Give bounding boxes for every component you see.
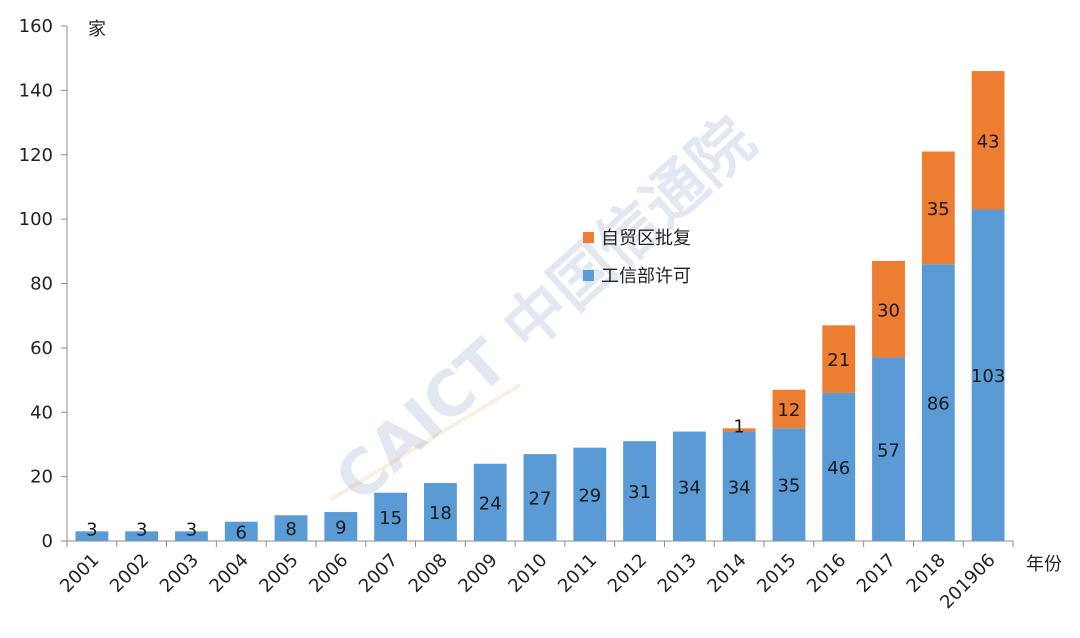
bar-segment-miit	[872, 357, 905, 541]
bar-segment-miit	[971, 209, 1005, 541]
data-label-miit: 46	[827, 458, 850, 479]
x-tick-label: 2010	[504, 550, 551, 597]
y-tick-label: 0	[42, 531, 53, 552]
data-label-miit: 86	[927, 394, 950, 415]
y-tick-label: 100	[19, 209, 53, 230]
bars	[75, 71, 1005, 541]
data-label-ftz: 43	[977, 131, 1000, 152]
bar-segment-miit	[573, 447, 607, 541]
data-labels: 3 3 3 6 8 9 15 18 24 27 29 31 34 34 35 46 57 86 103 1 12 21 30…	[86, 131, 1005, 543]
legend-swatch	[583, 232, 594, 243]
x-tick-label: 201906	[936, 550, 999, 613]
y-tick-label: 20	[30, 467, 53, 488]
data-label-ftz: 21	[827, 350, 850, 371]
legend-label: 自贸区批复	[601, 228, 691, 249]
bar-segment-miit	[623, 441, 657, 541]
data-label-miit: 9	[335, 518, 346, 539]
x-tick-label: 2008	[405, 550, 452, 597]
bar-segment-miit	[822, 392, 856, 541]
data-label-ftz: 12	[777, 400, 800, 421]
bar-segment-ftz	[921, 151, 955, 265]
legend-label: 工信部许可	[601, 266, 691, 287]
bar-segment-miit	[125, 531, 159, 541]
x-tick-label: 2006	[305, 550, 352, 597]
bar-segment-miit	[921, 264, 955, 541]
x-tick-label: 2012	[604, 550, 651, 597]
legend-swatch	[583, 270, 594, 281]
data-label-miit: 18	[429, 503, 452, 524]
y-tick-label: 120	[19, 145, 53, 166]
data-label-ftz: 35	[927, 199, 950, 220]
x-tick-label: 2001	[56, 550, 103, 597]
data-label-ftz: 1	[733, 416, 744, 437]
bar-segment-miit	[722, 431, 756, 541]
x-tick-label: 2009	[455, 550, 502, 597]
data-label-miit: 15	[379, 508, 402, 529]
x-tick-label: 2013	[654, 550, 701, 597]
x-tick-label: 2016	[803, 550, 850, 597]
y-tick-label: 160	[19, 16, 53, 37]
bar-segment-ftz	[772, 389, 806, 429]
data-label-miit: 31	[628, 482, 651, 503]
bar-segment-miit	[75, 531, 109, 541]
data-label-miit: 35	[777, 476, 800, 497]
bar-segment-miit	[523, 454, 557, 541]
y-axis-unit: 家	[88, 19, 106, 40]
x-tick-label: 2002	[106, 550, 153, 597]
bar-segment-ftz	[971, 71, 1005, 210]
data-label-miit: 3	[86, 519, 97, 540]
x-tick-label: 2005	[255, 550, 302, 597]
data-label-miit: 6	[236, 522, 247, 543]
y-tick-label: 140	[19, 80, 53, 101]
x-axis-unit: 年份	[1026, 554, 1062, 575]
bar-segment-miit	[374, 492, 408, 541]
data-label-ftz: 30	[877, 300, 900, 321]
bar-segment-miit	[274, 515, 308, 541]
bar-segment-miit	[473, 463, 507, 541]
data-label-miit: 103	[971, 366, 1005, 387]
y-tick-label: 80	[30, 274, 53, 295]
data-label-miit: 3	[186, 519, 197, 540]
data-label-miit: 34	[728, 477, 751, 498]
bar-segment-ftz	[822, 325, 856, 393]
x-tick-label: 2014	[703, 550, 750, 597]
x-tick-label: 2003	[156, 550, 203, 597]
x-tick-label: 2004	[206, 550, 253, 597]
bar-segment-ftz	[872, 260, 905, 358]
x-tick-label: 2007	[355, 550, 402, 597]
data-label-miit: 3	[136, 519, 147, 540]
data-label-miit: 29	[578, 485, 601, 506]
data-label-miit: 27	[529, 489, 552, 510]
data-label-miit: 57	[877, 440, 900, 461]
bar-segment-miit	[324, 512, 358, 541]
bar-segment-miit	[772, 428, 806, 541]
bar-segment-miit	[175, 531, 208, 541]
x-tick-label: 2018	[903, 550, 950, 597]
x-tick-label: 2015	[753, 550, 800, 597]
x-tick-label: 2011	[554, 550, 601, 597]
bar-segment-miit	[672, 431, 706, 541]
x-tick-label: 2017	[853, 550, 900, 597]
bar-segment-miit	[224, 521, 258, 541]
bar-segment-miit	[423, 483, 457, 541]
watermark-stroke	[328, 383, 522, 502]
data-label-miit: 8	[285, 519, 296, 540]
y-tick-label: 60	[30, 338, 53, 359]
y-tick-label: 40	[30, 402, 53, 423]
bar-segment-ftz	[722, 428, 756, 432]
data-label-miit: 34	[678, 477, 701, 498]
data-label-miit: 24	[479, 493, 502, 514]
